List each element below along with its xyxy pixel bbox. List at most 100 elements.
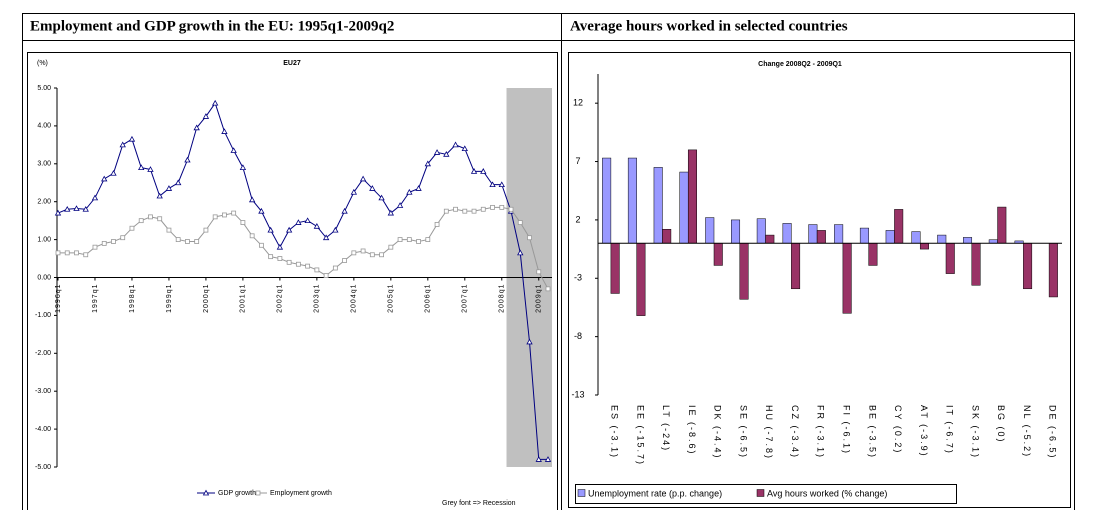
point xyxy=(111,239,116,244)
point xyxy=(202,113,210,119)
x-tick-label: SE (-6.5) xyxy=(738,405,748,459)
x-tick-label: BG (0) xyxy=(996,405,1006,444)
x-tick-label: 2001q1 xyxy=(240,284,247,313)
x-tick-label: AT (-3.9) xyxy=(919,405,929,458)
y-tick-label: -3.00 xyxy=(35,388,51,395)
point xyxy=(305,263,311,269)
bar xyxy=(894,209,904,244)
series-line xyxy=(58,206,549,290)
x-tick-label: DE (-6.5) xyxy=(1048,405,1058,460)
x-tick-label: FR (-3.1) xyxy=(816,405,826,459)
y-tick-label: 7 xyxy=(575,156,580,166)
point xyxy=(433,149,441,155)
point xyxy=(212,214,218,220)
point xyxy=(350,188,358,195)
bar xyxy=(911,231,921,244)
legend-label: Unemployment rate (p.p. change) xyxy=(588,488,722,498)
bar xyxy=(610,243,620,294)
point xyxy=(323,273,329,279)
point xyxy=(221,128,228,134)
point xyxy=(322,234,330,241)
x-tick-label: 1999q1 xyxy=(166,284,173,313)
y-tick-label: -8 xyxy=(574,331,582,341)
y-tick-label: 3.00 xyxy=(37,161,51,168)
bar xyxy=(997,206,1007,244)
point xyxy=(64,205,71,212)
x-tick-label: 2003q1 xyxy=(314,284,321,313)
point xyxy=(222,212,227,218)
point xyxy=(239,164,247,170)
series-line xyxy=(57,102,548,460)
point xyxy=(304,217,311,224)
point xyxy=(544,456,552,462)
y-tick-label: -2.00 xyxy=(35,350,51,357)
y-tick-label: 2 xyxy=(575,214,580,224)
bar xyxy=(842,243,852,314)
bar xyxy=(868,243,878,266)
y-tick-label: -13 xyxy=(571,389,584,399)
point xyxy=(128,135,136,142)
point xyxy=(92,244,98,250)
point xyxy=(313,223,321,229)
bar xyxy=(919,243,929,250)
x-tick-label: IT (-6.7) xyxy=(945,405,955,455)
point xyxy=(342,258,348,263)
point xyxy=(378,194,385,201)
point xyxy=(379,252,384,258)
point xyxy=(166,227,172,233)
x-tick-label: SK (-3.1) xyxy=(970,405,980,459)
point xyxy=(138,218,144,224)
bar xyxy=(808,224,818,244)
point xyxy=(369,185,376,191)
bar xyxy=(636,243,646,316)
x-tick-label: 2005q1 xyxy=(388,284,395,313)
point xyxy=(277,256,283,261)
point xyxy=(462,208,468,214)
x-tick-label: CY (0.2) xyxy=(893,405,903,454)
point xyxy=(470,168,478,174)
x-tick-label: CZ (-3.4) xyxy=(790,405,800,459)
bar xyxy=(602,157,612,244)
point xyxy=(175,237,181,243)
x-tick-label: BE (-3.5) xyxy=(867,405,877,459)
point xyxy=(517,249,524,256)
legend-label: Avg hours worked (% change) xyxy=(767,488,887,498)
x-tick-label: LT (-24) xyxy=(661,405,671,452)
legend-label: GDP growth xyxy=(218,490,256,497)
point xyxy=(295,219,302,225)
point xyxy=(387,209,395,216)
point xyxy=(332,226,339,233)
point xyxy=(536,269,542,275)
point xyxy=(156,192,163,199)
point xyxy=(276,243,284,250)
point xyxy=(119,141,126,148)
legend-swatch xyxy=(756,489,765,497)
point xyxy=(240,220,246,225)
point xyxy=(471,208,477,214)
point xyxy=(82,205,89,212)
bar xyxy=(971,243,981,286)
point xyxy=(424,160,431,167)
point xyxy=(110,169,117,176)
x-tick-label: HU (-7.8) xyxy=(764,405,774,460)
bar xyxy=(662,228,672,244)
point xyxy=(461,145,468,152)
x-tick-label: NL (-5.2) xyxy=(1022,405,1032,458)
y-tick-label: 0.00 xyxy=(37,274,51,281)
point xyxy=(165,185,173,191)
bar xyxy=(739,243,749,300)
point xyxy=(101,175,108,182)
point xyxy=(360,248,366,254)
point xyxy=(64,250,70,256)
legend-box xyxy=(575,484,957,504)
legend-marker xyxy=(255,490,261,496)
point xyxy=(397,237,403,243)
point xyxy=(83,252,89,258)
point xyxy=(498,181,505,188)
x-tick-label: 2008q1 xyxy=(499,283,506,312)
point xyxy=(369,252,375,258)
y-tick-label: -4.00 xyxy=(35,426,51,433)
y-tick-label: 1.00 xyxy=(37,236,51,243)
bar xyxy=(679,171,689,244)
